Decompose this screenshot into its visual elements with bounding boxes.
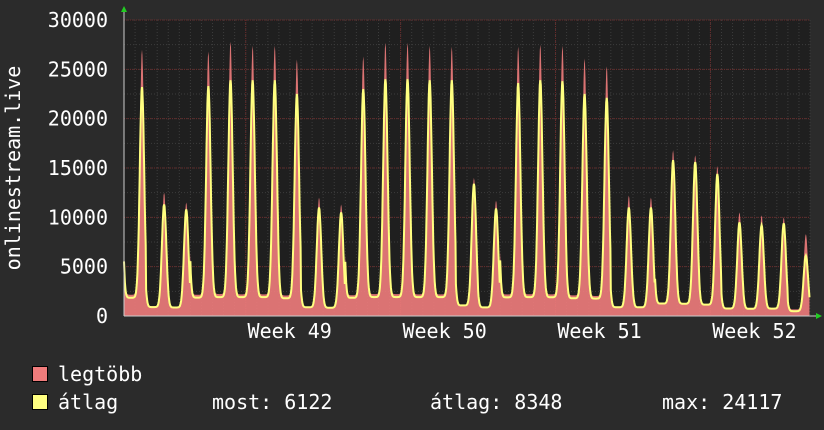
legend-label-avg: átlag [58,390,119,414]
x-tick-label: Week 52 [712,319,796,340]
stat-current: most: 6122 [212,390,333,414]
x-axis-arrow [816,313,822,319]
y-axis-arrow [121,6,127,12]
legend-swatch-max [32,366,48,382]
series-avg-line [123,79,811,313]
stat-average: átlag: 8348 [430,390,563,414]
chart-svg: 0 5000 10000 15000 20000 25000 30000 Week 49 Wee… [1,6,822,340]
y-tick-label: 30000 [48,8,108,32]
x-tick-label: Week 50 [402,319,486,340]
legend-swatch-avg [32,394,48,410]
y-tick-label: 20000 [48,107,108,131]
legend-label-max: legtöbb [58,362,143,386]
y-tick-label: 5000 [60,255,108,279]
stat-max: max: 24117 [662,390,783,414]
y-axis-title: onlinestream.live [1,66,25,271]
y-tick-label: 15000 [48,156,108,180]
y-tick-label: 0 [96,304,108,328]
y-tick-label: 25000 [48,57,108,81]
x-tick-label: Week 49 [248,319,332,340]
y-tick-label: 10000 [48,205,108,229]
x-tick-label: Week 51 [557,319,641,340]
